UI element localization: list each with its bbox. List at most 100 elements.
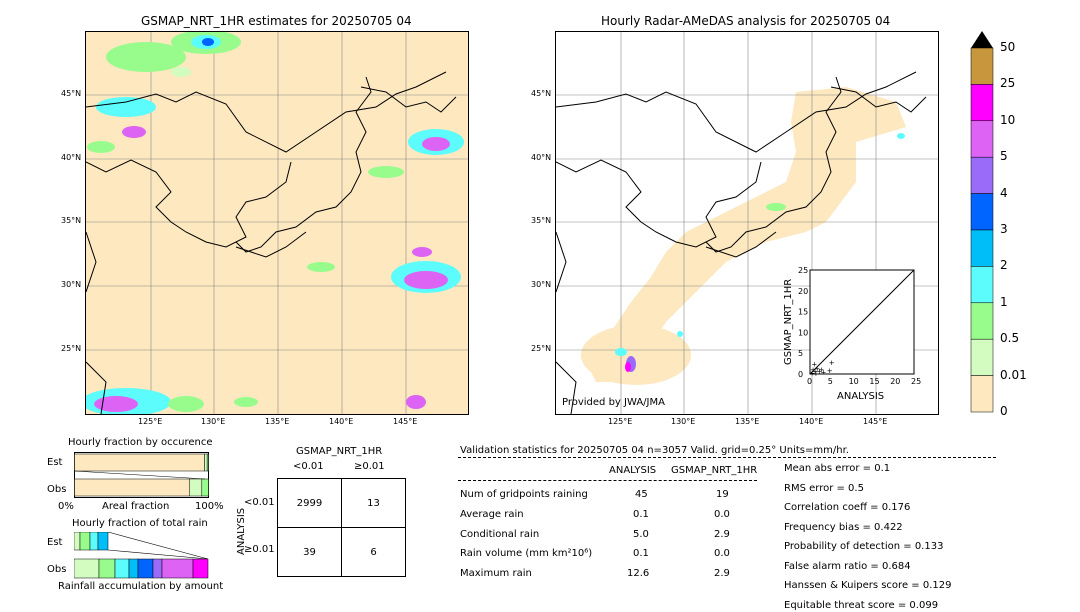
right-lat-label: 35°N (531, 216, 552, 225)
occurrence-x-left: 0% (58, 501, 74, 512)
validation-row-analysis: 5.0 (633, 529, 649, 540)
contingency-col-ge: ≥0.01 (354, 461, 385, 472)
colorbar-label: 4 (1000, 185, 1008, 200)
contingency-cell: 6 (341, 527, 406, 577)
scatter-xticks: 0 5 10 15 20 25 (807, 377, 921, 386)
scatter-point: + (813, 370, 819, 378)
total-rain-obs-label: Obs (47, 564, 67, 575)
scatter-point: + (827, 367, 833, 375)
total-rain-est-segments (74, 532, 109, 551)
occurrence-segment (204, 453, 208, 472)
contingency-row-lt: <0.01 (244, 497, 275, 508)
left-map (85, 31, 469, 415)
right-lon-label: 140°E (799, 417, 824, 426)
left-map-coastline (86, 71, 457, 414)
left-lon-label: 135°E (265, 417, 290, 426)
scatter-xtick: 25 (911, 377, 921, 386)
contingency-cell: 13 (341, 478, 406, 528)
contingency-table: 2999 13 39 6 (277, 478, 406, 577)
right-map-title: Hourly Radar-AMeDAS analysis for 2025070… (601, 14, 891, 28)
colorbar-block (970, 156, 994, 194)
left-lat-label: 35°N (61, 216, 82, 225)
validation-row-label: Conditional rain (460, 529, 540, 540)
scatter-point: + (820, 369, 826, 377)
contingency-col-header: GSMAP_NRT_1HR (296, 446, 383, 457)
total-rain-bars (74, 532, 209, 579)
colorbar-block (970, 229, 994, 267)
scatter-xlabel: ANALYSIS (837, 391, 884, 402)
validation-row-analysis: 0.1 (633, 509, 649, 520)
left-lon-label: 130°E (201, 417, 226, 426)
colorbar-label: 1 (1000, 294, 1008, 309)
scatter-point: + (812, 368, 818, 376)
colorbar-label: 5 (1000, 149, 1008, 164)
validation-row-gsmap: 0.0 (714, 548, 730, 559)
colorbar-block (970, 193, 994, 231)
occurrence-connector (74, 470, 206, 480)
scatter-diagonal (809, 269, 915, 375)
validation-score: Hanssen & Kuipers score = 0.129 (784, 580, 952, 591)
colorbar-label: 3 (1000, 222, 1008, 236)
colorbar-block (970, 302, 994, 340)
scatter-point: + (814, 365, 820, 373)
validation-row-label: Num of gridpoints raining (460, 489, 588, 500)
right-lon-label: 130°E (671, 417, 696, 426)
scatter-ylabel: GSMAP_NRT_1HR (783, 279, 794, 365)
colorbar-block (970, 266, 994, 304)
scatter-ytick: 10 (798, 328, 808, 337)
occurrence-x-label: Areal fraction (102, 501, 170, 512)
scatter-point: + (811, 361, 817, 369)
scatter-point: + (816, 367, 822, 375)
colorbar-label: 0.5 (1000, 331, 1020, 346)
validation-row-label: Rain volume (mm km²10⁶) (460, 548, 593, 559)
colorbar-block (970, 120, 994, 158)
scatter-ytick: 20 (798, 287, 808, 296)
colorbar-label: 25 (1000, 76, 1016, 91)
validation-row-label: Maximum rain (460, 568, 532, 579)
total-rain-obs-segments (74, 558, 209, 579)
occurrence-est-label: Est (47, 457, 63, 468)
scatter-xtick: 10 (849, 377, 859, 386)
scatter-ytick: 5 (798, 349, 803, 358)
validation-score: Probability of detection = 0.133 (784, 541, 944, 552)
validation-score: Correlation coeff = 0.176 (784, 502, 911, 513)
scatter-point: + (810, 366, 816, 374)
scatter-xtick: 5 (828, 377, 833, 386)
left-lon-label: 145°E (393, 417, 418, 426)
occurrence-bars (74, 452, 209, 498)
validation-score: RMS error = 0.5 (784, 482, 864, 494)
left-lon-label: 125°E (138, 417, 163, 426)
validation-row-analysis: 0.1 (633, 548, 649, 559)
validation-score: Frequency bias = 0.422 (784, 521, 903, 533)
validation-row-analysis: 12.6 (627, 568, 650, 579)
left-map-rain (86, 32, 464, 414)
colorbar-block (970, 338, 994, 376)
total-rain-xlabel: Rainfall accumulation by amount (58, 581, 224, 592)
occurrence-x-right: 100% (195, 501, 224, 512)
occurrence-segment (189, 478, 203, 497)
right-map-rain (615, 133, 905, 372)
scatter-xtick: 15 (869, 377, 879, 386)
occurrence-obs-label: Obs (47, 484, 67, 495)
occurrence-segment (206, 453, 209, 472)
colorbar-block (970, 375, 994, 413)
contingency-row-ge: ≥0.01 (244, 544, 275, 555)
right-map-coastline (556, 71, 927, 414)
validation-row-gsmap: 2.9 (714, 529, 730, 540)
colorbar-label: 0.01 (1000, 367, 1027, 382)
contingency-cell: 39 (277, 527, 342, 577)
scatter-xtick: 0 (807, 377, 812, 386)
contingency-cell: 2999 (277, 478, 342, 528)
total-rain-est-label: Est (47, 537, 63, 548)
validation-header: Validation statistics for 20250705 04 n=… (460, 445, 849, 456)
right-lat-label: 25°N (531, 344, 552, 353)
scatter-ytick: 0 (798, 370, 803, 379)
validation-score: Equitable threat score = 0.099 (784, 599, 939, 611)
right-map-coverage (581, 87, 906, 385)
scatter-point: + (809, 369, 815, 377)
validation-row-gsmap: 0.0 (714, 509, 730, 520)
colorbar-block (970, 47, 994, 85)
left-lon-label: 140°E (329, 417, 354, 426)
colorbar-block (970, 84, 994, 122)
left-lat-label: 45°N (61, 89, 82, 98)
